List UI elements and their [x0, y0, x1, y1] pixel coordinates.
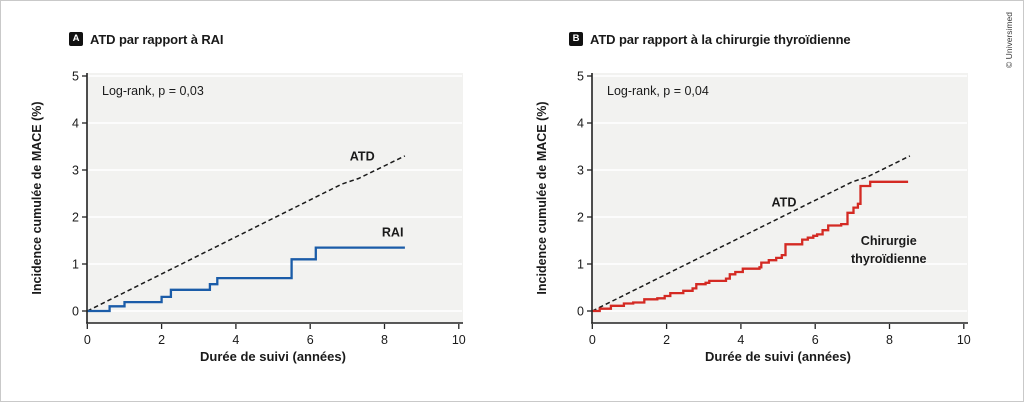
x-tick-label: 0 [84, 333, 91, 347]
plot-area [592, 73, 968, 323]
x-tick-label: 4 [232, 333, 239, 347]
x-tick-label: 0 [589, 333, 596, 347]
panel-b-x-axis-label: Durée de suivi (années) [705, 349, 851, 364]
x-tick-label: 6 [307, 333, 314, 347]
panel-a-badge: A [69, 32, 83, 46]
x-tick-label: 4 [737, 333, 744, 347]
panel-a-chart: 0 1 2 3 4 5 0 2 4 6 8 10 Log-rank, p = 0,03 ATD RAI [72, 70, 466, 348]
y-tick-label: 5 [72, 70, 79, 84]
panel-b-y-axis-label: Incidence cumulée de MACE (%) [535, 101, 549, 295]
logrank-annotation: Log-rank, p = 0,04 [607, 84, 709, 98]
panel-a-title-row: A ATD par rapport à RAI [69, 31, 224, 47]
x-tick-label: 6 [812, 333, 819, 347]
panel-a-y-axis-label: Incidence cumulée de MACE (%) [30, 101, 44, 295]
y-tick-label: 0 [72, 305, 79, 319]
x-tick-label: 2 [663, 333, 670, 347]
panel-b-title-row: B ATD par rapport à la chirurgie thyroïd… [569, 31, 851, 47]
y-tick-label: 2 [72, 211, 79, 225]
logrank-annotation: Log-rank, p = 0,03 [102, 84, 204, 98]
y-tick-label: 3 [577, 164, 584, 178]
series-label: RAI [382, 226, 404, 240]
y-tick-label: 0 [577, 305, 584, 319]
series-atd [591, 155, 911, 312]
panel-b-badge: B [569, 32, 583, 46]
credit-vertical: © Universimed [1004, 12, 1014, 68]
panel-a-x-axis-label: Durée de suivi (années) [200, 349, 346, 364]
series-label: ATD [772, 195, 797, 209]
panel-b-chart: 0 1 2 3 4 5 0 2 4 6 8 10 Log-rank, p = 0,04 ATD Chirur… [577, 70, 971, 348]
series-label: ATD [350, 149, 375, 163]
x-tick-label: 10 [452, 333, 466, 347]
plot-area [87, 73, 463, 323]
y-tick-label: 1 [72, 258, 79, 272]
x-tick-label: 8 [381, 333, 388, 347]
series-label: thyroïdienne [851, 252, 927, 266]
panel-b-title: ATD par rapport à la chirurgie thyroïdie… [590, 31, 851, 47]
y-tick-label: 4 [72, 117, 79, 131]
series-atd [86, 155, 406, 312]
x-tick-label: 2 [158, 333, 165, 347]
y-tick-label: 3 [72, 164, 79, 178]
panel-a-title: ATD par rapport à RAI [90, 31, 224, 47]
series-rai [87, 246, 405, 313]
y-tick-label: 2 [577, 211, 584, 225]
y-tick-label: 4 [577, 117, 584, 131]
x-tick-label: 8 [886, 333, 893, 347]
y-tick-label: 1 [577, 258, 584, 272]
x-tick-label: 10 [957, 333, 971, 347]
series-label: Chirurgie [861, 234, 917, 248]
series-chirurgie-thyro-dienne [592, 180, 909, 313]
y-tick-label: 5 [577, 70, 584, 84]
